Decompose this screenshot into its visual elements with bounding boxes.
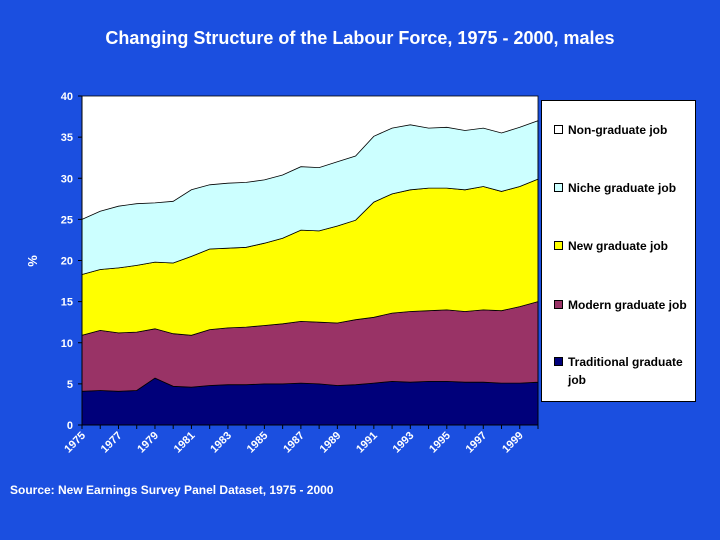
x-tick-label: 1989 — [318, 430, 344, 456]
y-tick-label: 20 — [61, 256, 73, 268]
legend-label-new-graduate: New graduate job — [568, 239, 669, 253]
y-tick-label: 25 — [61, 214, 73, 226]
x-tick-label: 1979 — [135, 430, 161, 456]
legend-swatch-new-graduate — [554, 241, 563, 250]
x-tick-label: 1993 — [391, 430, 417, 456]
y-tick-label: 35 — [61, 132, 73, 144]
legend-label-modern-graduate: Modern graduate job — [568, 298, 687, 312]
x-tick-label: 1985 — [245, 430, 271, 456]
x-tick-label: 1999 — [500, 430, 526, 456]
y-tick-label: 5 — [67, 379, 73, 391]
x-tick-label: 1991 — [354, 430, 380, 456]
source-note: Source: New Earnings Survey Panel Datase… — [10, 483, 334, 497]
y-axis-label: % — [25, 255, 40, 267]
legend-swatch-non-graduate — [554, 125, 563, 134]
x-tick-label: 1983 — [208, 430, 234, 456]
y-tick-label: 15 — [61, 297, 73, 309]
x-tick-label: 1995 — [427, 430, 453, 456]
y-tick-label: 30 — [61, 173, 73, 185]
x-tick-label: 1975 — [62, 430, 88, 456]
x-tick-label: 1981 — [172, 430, 198, 456]
chart-title: Changing Structure of the Labour Force, … — [105, 28, 615, 48]
legend-swatch-modern-graduate — [554, 300, 563, 309]
x-tick-label: 1997 — [464, 430, 490, 456]
area-traditional-graduate-job — [81, 377, 539, 426]
legend-swatch-traditional-graduate — [554, 357, 563, 366]
x-tick-label: 1987 — [281, 430, 307, 456]
chart-legend: Non-graduate job Niche graduate job New … — [541, 100, 696, 402]
legend-label-niche-graduate: Niche graduate job — [568, 181, 677, 195]
y-tick-label: 0 — [67, 420, 73, 432]
x-tick-label: 1977 — [99, 430, 125, 456]
y-tick-label: 10 — [61, 338, 73, 350]
legend-label-traditional-graduate: Traditional graduate job — [568, 355, 683, 387]
y-tick-label: 40 — [61, 91, 73, 103]
legend-label-non-graduate: Non-graduate job — [568, 123, 668, 137]
legend-swatch-niche-graduate — [554, 183, 563, 192]
